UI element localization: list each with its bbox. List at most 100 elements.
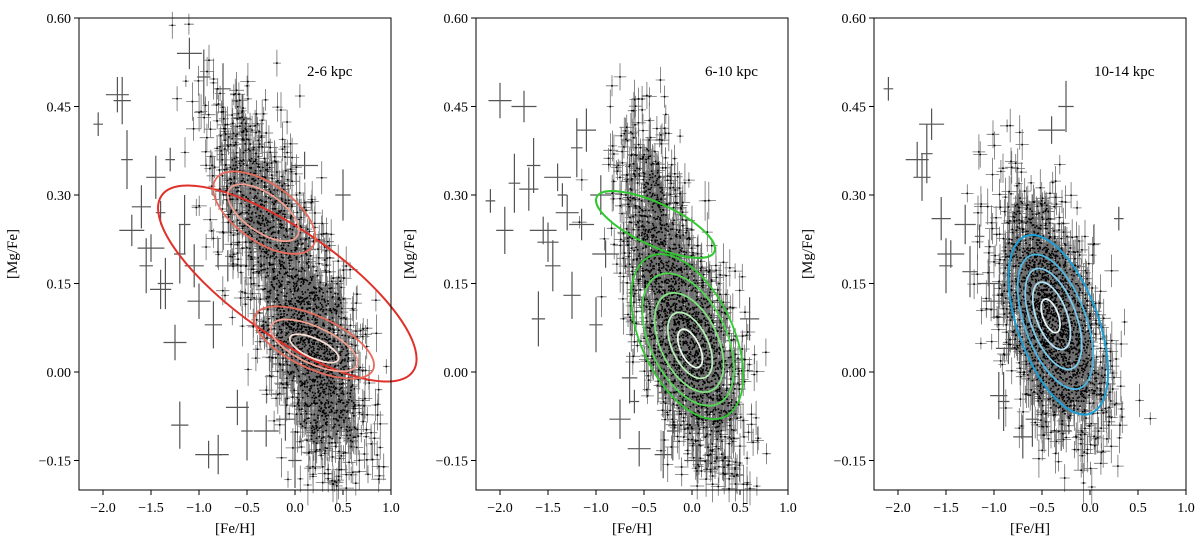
star-point bbox=[295, 335, 297, 337]
star-point bbox=[298, 270, 300, 272]
star-point bbox=[322, 390, 324, 393]
star-point bbox=[345, 365, 347, 367]
star-point bbox=[244, 127, 247, 130]
star-point bbox=[310, 413, 313, 416]
star-point bbox=[222, 194, 225, 196]
star-point bbox=[241, 139, 243, 141]
star-point bbox=[274, 244, 276, 247]
star-point bbox=[302, 312, 304, 314]
star-point bbox=[312, 366, 314, 368]
star-point bbox=[241, 160, 243, 163]
star-point bbox=[240, 265, 242, 267]
star-point bbox=[273, 267, 276, 270]
star-point bbox=[294, 364, 297, 366]
star-point bbox=[303, 420, 305, 423]
star-point bbox=[287, 257, 290, 259]
star-point bbox=[258, 285, 260, 287]
star-point bbox=[266, 224, 269, 227]
star-point bbox=[223, 130, 226, 133]
star-point bbox=[277, 247, 280, 249]
star-point bbox=[316, 421, 319, 423]
star-point bbox=[236, 166, 239, 169]
star-point bbox=[266, 271, 268, 274]
star-point bbox=[278, 336, 280, 339]
star-point bbox=[232, 132, 235, 135]
star-point bbox=[328, 379, 330, 382]
star-point bbox=[300, 385, 302, 387]
star-point bbox=[287, 478, 289, 481]
star-point bbox=[309, 378, 311, 381]
star-point bbox=[276, 309, 278, 311]
star-point bbox=[325, 283, 327, 285]
star-point bbox=[304, 380, 306, 383]
star-point bbox=[260, 237, 262, 239]
star-point bbox=[322, 431, 324, 433]
star-point bbox=[341, 360, 343, 363]
star-point bbox=[280, 227, 283, 229]
star-point bbox=[318, 357, 321, 359]
star-point bbox=[290, 275, 293, 277]
star-point bbox=[277, 232, 280, 234]
star-point bbox=[262, 248, 264, 251]
star-point bbox=[255, 162, 258, 165]
star-point bbox=[338, 329, 340, 331]
star-point bbox=[267, 308, 269, 311]
star-point bbox=[265, 389, 268, 391]
star-point bbox=[261, 175, 264, 178]
star-point bbox=[282, 244, 285, 247]
star-point bbox=[315, 442, 318, 444]
star-point bbox=[292, 322, 295, 325]
y-tick-label: 0.60 bbox=[47, 12, 72, 27]
star-point bbox=[343, 365, 346, 368]
star-point bbox=[295, 256, 298, 258]
star-point bbox=[331, 357, 334, 359]
star-point bbox=[338, 383, 341, 385]
star-point bbox=[224, 124, 227, 126]
star-point bbox=[376, 454, 378, 456]
star-point bbox=[299, 315, 302, 317]
y-tick-label: −0.15 bbox=[39, 455, 71, 470]
star-point bbox=[263, 205, 265, 207]
star-point bbox=[311, 341, 313, 343]
star-point bbox=[301, 297, 304, 299]
star-point bbox=[243, 139, 245, 141]
star-point bbox=[358, 404, 360, 406]
star-point bbox=[287, 342, 289, 345]
star-point bbox=[320, 426, 322, 428]
star-point bbox=[207, 113, 210, 116]
star-point bbox=[304, 297, 306, 300]
star-point bbox=[241, 211, 244, 214]
star-point bbox=[291, 298, 293, 300]
star-point bbox=[338, 424, 340, 426]
star-point bbox=[318, 286, 321, 289]
star-point bbox=[285, 387, 287, 389]
star-point bbox=[287, 338, 289, 341]
star-point bbox=[315, 270, 317, 272]
star-point bbox=[379, 423, 382, 425]
star-point bbox=[313, 222, 316, 225]
star-point bbox=[290, 371, 292, 374]
star-point bbox=[306, 439, 308, 442]
star-point bbox=[239, 116, 241, 119]
star-point bbox=[223, 118, 225, 120]
star-point bbox=[231, 256, 234, 258]
star-point bbox=[339, 354, 342, 356]
star-point bbox=[285, 228, 287, 230]
star-point bbox=[349, 268, 351, 271]
star-point bbox=[255, 131, 257, 134]
star-point bbox=[322, 233, 325, 235]
star-point bbox=[287, 322, 289, 325]
star-point bbox=[321, 437, 323, 439]
star-point bbox=[241, 291, 243, 293]
star-point bbox=[268, 356, 271, 358]
star-point bbox=[219, 92, 221, 95]
star-point bbox=[223, 148, 226, 150]
star-point bbox=[288, 373, 291, 376]
star-point bbox=[352, 412, 354, 414]
star-point bbox=[171, 24, 174, 27]
star-point bbox=[297, 403, 299, 405]
outlier-error-bar bbox=[165, 147, 175, 172]
star-point bbox=[238, 93, 240, 96]
star-point bbox=[315, 366, 317, 369]
